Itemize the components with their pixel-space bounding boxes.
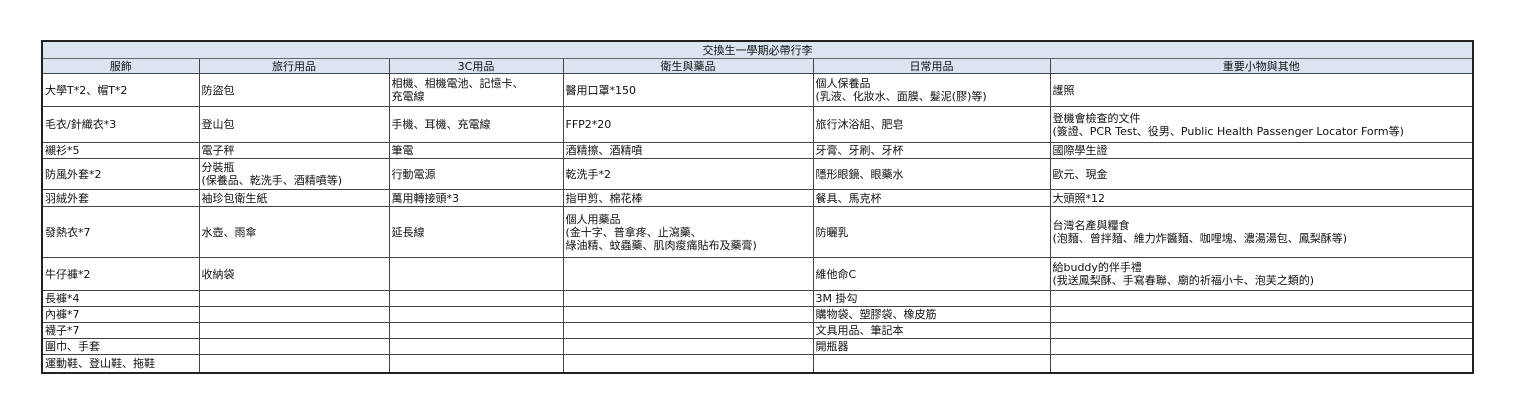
table-row: 大學T*2、帽T*2 防盜包 相機、相機電池、記憶卡、 充電線 醫用口罩*150 個人保… — [41, 73, 1474, 107]
table-cell[interactable]: 個人保養品 (乳液、化妝水、面膜、髮泥(膠)等) — [812, 73, 1051, 107]
table-cell[interactable]: 長褲*4 — [41, 290, 200, 307]
table-cell[interactable] — [1049, 290, 1474, 307]
table-row: 發熱衣*7 水壺、雨傘 延長線 個人用藥品 (金十字、普拿疼、止瀉藥、 綠油精、蚊蟲藥… — [41, 206, 1474, 258]
table-cell[interactable]: 酒精擦、酒精噴 — [562, 142, 814, 159]
table-cell[interactable] — [1049, 338, 1474, 355]
table-row: 羽絨外套 袖珍包衛生紙 萬用轉接頭*3 指甲剪、棉花棒 餐具、馬克杯 大頭照*12 — [41, 189, 1474, 207]
column-header[interactable]: 重要小物與其他 — [1049, 58, 1474, 74]
table-cell[interactable] — [388, 338, 564, 355]
table-cell[interactable]: 萬用轉接頭*3 — [388, 189, 564, 207]
table-cell[interactable] — [388, 257, 564, 291]
table-cell[interactable]: 襯衫*5 — [41, 142, 200, 159]
table-cell[interactable]: 手機、耳機、充電線 — [388, 106, 564, 143]
table-cell[interactable] — [388, 290, 564, 307]
table-cell[interactable]: 護照 — [1049, 73, 1474, 107]
column-header[interactable]: 衛生與藥品 — [562, 58, 814, 74]
table-cell[interactable] — [562, 290, 814, 307]
table-cell[interactable]: 袖珍包衛生紙 — [198, 189, 390, 207]
table-cell[interactable]: 防風外套*2 — [41, 158, 200, 190]
table-cell[interactable] — [562, 354, 814, 373]
table-row: 圍巾、手套 開瓶器 — [41, 338, 1474, 355]
table-cell[interactable]: 歐元、現金 — [1049, 158, 1474, 190]
table-cell[interactable] — [1049, 322, 1474, 339]
packing-list-table: 交換生一學期必帶行李 服飾 旅行用品 3C用品 衛生與藥品 日常用品 重要小物與… — [41, 40, 1474, 374]
table-cell[interactable]: 電子秤 — [198, 142, 390, 159]
table-cell[interactable]: 登山包 — [198, 106, 390, 143]
table-cell[interactable]: 餐具、馬克杯 — [812, 189, 1051, 207]
table-cell[interactable]: 圍巾、手套 — [41, 338, 200, 355]
table-cell[interactable]: 筆電 — [388, 142, 564, 159]
table-cell[interactable]: 相機、相機電池、記憶卡、 充電線 — [388, 73, 564, 107]
table-cell[interactable]: 開瓶器 — [812, 338, 1051, 355]
table-cell[interactable]: 大學T*2、帽T*2 — [41, 73, 200, 107]
column-header[interactable]: 服飾 — [41, 58, 200, 74]
table-row: 長褲*4 3M 掛勾 — [41, 290, 1474, 307]
table-cell[interactable]: 購物袋、塑膠袋、橡皮筋 — [812, 306, 1051, 323]
table-row: 襯衫*5 電子秤 筆電 酒精擦、酒精噴 牙膏、牙刷、牙杯 國際學生證 — [41, 142, 1474, 159]
table-row: 毛衣/針織衣*3 登山包 手機、耳機、充電線 FFP2*20 旅行沐浴組、肥皂 登機會檢查… — [41, 106, 1474, 143]
table-cell[interactable]: 防曬乳 — [812, 206, 1051, 258]
table-cell[interactable]: 水壺、雨傘 — [198, 206, 390, 258]
table-cell[interactable]: 指甲剪、棉花棒 — [562, 189, 814, 207]
table-cell[interactable]: FFP2*20 — [562, 106, 814, 143]
table-cell[interactable] — [198, 290, 390, 307]
table-row: 內褲*7 購物袋、塑膠袋、橡皮筋 — [41, 306, 1474, 323]
table-cell[interactable] — [198, 306, 390, 323]
table-cell[interactable]: 牙膏、牙刷、牙杯 — [812, 142, 1051, 159]
table-cell[interactable] — [198, 354, 390, 373]
table-cell[interactable] — [812, 354, 1051, 373]
table-cell[interactable] — [388, 322, 564, 339]
table-cell[interactable] — [562, 338, 814, 355]
table-row: 牛仔褲*2 收納袋 維他命C 給buddy的伴手禮 (我送鳳梨酥、手寫春聯、廟的祈福小… — [41, 257, 1474, 291]
table-cell[interactable]: 隱形眼鏡、眼藥水 — [812, 158, 1051, 190]
table-cell[interactable] — [388, 306, 564, 323]
table-row: 運動鞋、登山鞋、拖鞋 — [41, 354, 1474, 373]
table-cell[interactable]: 防盜包 — [198, 73, 390, 107]
table-cell[interactable]: 3M 掛勾 — [812, 290, 1051, 307]
table-cell[interactable] — [562, 306, 814, 323]
table-cell[interactable]: 給buddy的伴手禮 (我送鳳梨酥、手寫春聯、廟的祈福小卡、泡芙之類的) — [1049, 257, 1474, 291]
table-cell[interactable]: 行動電源 — [388, 158, 564, 190]
table-cell[interactable] — [562, 322, 814, 339]
table-cell[interactable] — [1049, 354, 1474, 373]
table-cell[interactable]: 羽絨外套 — [41, 189, 200, 207]
table-cell[interactable]: 國際學生證 — [1049, 142, 1474, 159]
table-cell[interactable] — [1049, 306, 1474, 323]
table-row: 襪子*7 文具用品、筆記本 — [41, 322, 1474, 339]
column-header[interactable]: 日常用品 — [812, 58, 1051, 74]
table-cell[interactable] — [562, 257, 814, 291]
table-cell[interactable]: 牛仔褲*2 — [41, 257, 200, 291]
table-row: 防風外套*2 分裝瓶 (保養品、乾洗手、酒精噴等) 行動電源 乾洗手*2 隱形眼鏡、眼藥… — [41, 158, 1474, 190]
table-cell[interactable]: 旅行沐浴組、肥皂 — [812, 106, 1051, 143]
table-cell[interactable]: 台灣名產與糧食 (泡麵、曾拌麵、維力炸醬麵、咖哩塊、濃湯湯包、鳳梨酥等) — [1049, 206, 1474, 258]
table-cell[interactable] — [198, 338, 390, 355]
column-header[interactable]: 3C用品 — [388, 58, 564, 74]
table-cell[interactable]: 延長線 — [388, 206, 564, 258]
table-cell[interactable]: 發熱衣*7 — [41, 206, 200, 258]
table-cell[interactable]: 分裝瓶 (保養品、乾洗手、酒精噴等) — [198, 158, 390, 190]
table-cell[interactable]: 襪子*7 — [41, 322, 200, 339]
column-header[interactable]: 旅行用品 — [198, 58, 390, 74]
table-cell[interactable]: 登機會檢查的文件 (簽證、PCR Test、役男、Public Health P… — [1049, 106, 1474, 143]
title-row: 交換生一學期必帶行李 — [41, 40, 1474, 59]
header-row: 服飾 旅行用品 3C用品 衛生與藥品 日常用品 重要小物與其他 — [41, 58, 1474, 74]
table-cell[interactable]: 醫用口罩*150 — [562, 73, 814, 107]
table-cell[interactable]: 毛衣/針織衣*3 — [41, 106, 200, 143]
sheet-title[interactable]: 交換生一學期必帶行李 — [41, 40, 1474, 59]
table-cell[interactable]: 內褲*7 — [41, 306, 200, 323]
table-cell[interactable]: 乾洗手*2 — [562, 158, 814, 190]
table-cell[interactable]: 個人用藥品 (金十字、普拿疼、止瀉藥、 綠油精、蚊蟲藥、肌肉痠痛貼布及藥膏) — [562, 206, 814, 258]
table-cell[interactable]: 大頭照*12 — [1049, 189, 1474, 207]
table-cell[interactable] — [388, 354, 564, 373]
table-cell[interactable]: 文具用品、筆記本 — [812, 322, 1051, 339]
table-cell[interactable] — [198, 322, 390, 339]
table-cell[interactable]: 運動鞋、登山鞋、拖鞋 — [41, 354, 200, 373]
table-cell[interactable]: 收納袋 — [198, 257, 390, 291]
table-cell[interactable]: 維他命C — [812, 257, 1051, 291]
